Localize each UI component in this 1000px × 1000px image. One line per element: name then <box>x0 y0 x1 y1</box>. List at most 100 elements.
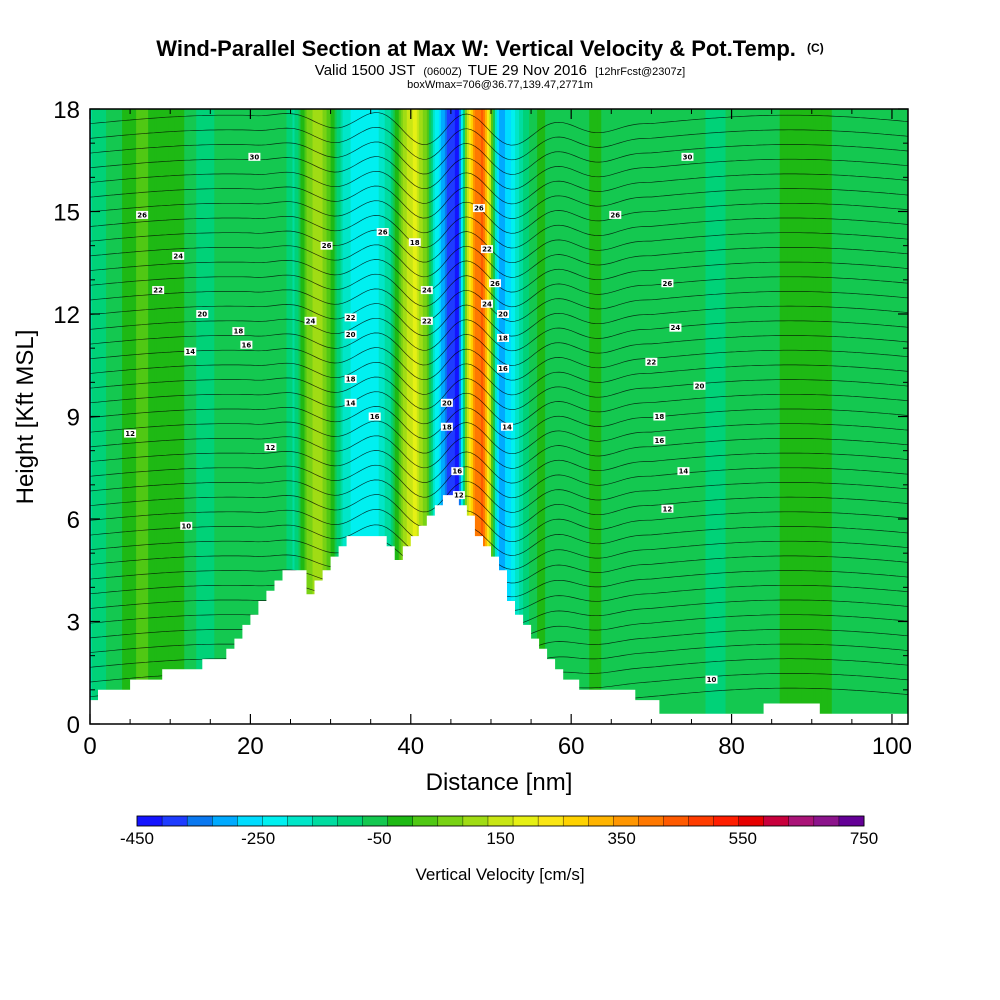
w-strip <box>723 109 727 724</box>
w-strip <box>444 109 448 724</box>
w-strip <box>789 109 793 724</box>
colorbar-tick-label: 750 <box>850 829 878 848</box>
w-strip <box>683 109 687 724</box>
w-strip <box>757 109 761 724</box>
contour-label-bg <box>408 238 421 247</box>
w-strip <box>324 109 328 724</box>
contour-label-bg <box>488 279 501 288</box>
w-strip <box>673 109 677 724</box>
contour-label: 16 <box>451 467 464 476</box>
contour-label-bg <box>368 412 381 421</box>
w-strip <box>104 109 107 724</box>
contour-label-bg <box>681 152 694 161</box>
contour-label: 26 <box>609 210 622 219</box>
w-strip <box>328 109 332 724</box>
w-strip <box>543 109 546 724</box>
colorbar-swatch <box>713 815 740 827</box>
w-strip <box>464 109 468 724</box>
contour-label-bg <box>451 467 464 476</box>
contour-label-bg <box>705 675 718 684</box>
x-axis-label: Distance [nm] <box>426 769 573 796</box>
w-strip <box>384 109 388 724</box>
w-strip <box>446 109 450 724</box>
contour-label-bg <box>653 412 666 421</box>
colorbar-swatch <box>212 815 238 827</box>
w-strip <box>188 109 191 724</box>
contour-label-bg <box>653 436 666 445</box>
w-strip <box>262 109 266 724</box>
contour-label-bg <box>124 429 137 438</box>
x-tick-label: 40 <box>397 733 424 760</box>
w-strip <box>126 109 129 724</box>
w-strip <box>208 109 211 724</box>
w-strip <box>863 109 867 724</box>
w-strip <box>204 109 207 724</box>
w-strip <box>312 109 316 724</box>
contour-label: 16 <box>240 340 253 349</box>
contour-label-bg <box>497 333 510 342</box>
colorbar-swatch <box>337 815 364 827</box>
w-strip <box>134 109 137 724</box>
theta-contour-line <box>90 112 908 146</box>
theta-contour-line <box>90 244 908 278</box>
w-strip <box>468 109 472 724</box>
theta-contour-line <box>90 141 908 175</box>
w-strip <box>322 109 326 724</box>
contour-label-bg <box>693 381 706 390</box>
w-strip <box>496 109 500 724</box>
x-tick-label: 0 <box>83 733 96 760</box>
w-strip <box>286 109 290 724</box>
colorbar-swatch <box>136 815 163 827</box>
w-strip <box>837 109 841 724</box>
contour-label-bg <box>420 286 433 295</box>
contour-label-text: 30 <box>683 153 693 161</box>
theta-contour-line <box>90 303 908 337</box>
w-strip <box>136 109 139 724</box>
contour-label-bg <box>136 210 149 219</box>
w-strip <box>348 109 352 724</box>
w-strip <box>472 109 476 724</box>
w-strip <box>166 109 169 724</box>
w-strip <box>172 109 175 724</box>
w-strip <box>304 109 308 724</box>
w-strip <box>685 109 689 724</box>
w-strip <box>432 109 436 724</box>
w-strip <box>633 109 636 724</box>
contour-label-bg <box>344 398 357 407</box>
w-strip <box>256 109 260 724</box>
w-strip <box>831 109 835 724</box>
w-strip <box>230 109 233 724</box>
w-strip <box>178 109 181 724</box>
contour-label: 20 <box>693 381 706 390</box>
w-strip <box>222 109 225 724</box>
contour-label-text: 26 <box>610 211 620 219</box>
w-strip <box>410 109 414 724</box>
contour-label: 22 <box>344 313 357 322</box>
w-strip <box>236 109 239 724</box>
contour-label-text: 16 <box>242 341 252 349</box>
contour-label: 22 <box>645 357 658 366</box>
contour-label: 24 <box>669 323 682 332</box>
w-strip <box>310 109 314 724</box>
w-strip <box>486 109 490 724</box>
w-strip <box>268 109 272 724</box>
colorbar-swatch <box>462 815 489 827</box>
w-strip <box>765 109 769 724</box>
contour-label: 26 <box>661 279 674 288</box>
w-strip <box>200 109 203 724</box>
colorbar-swatch <box>237 815 263 827</box>
w-strip <box>240 109 243 724</box>
theta-contour-line <box>90 273 908 308</box>
w-strip <box>501 109 504 724</box>
w-strip <box>797 109 801 724</box>
theta-contour-line <box>90 420 908 455</box>
w-strip <box>448 109 452 724</box>
w-strip <box>346 109 350 724</box>
contour-label: 18 <box>497 333 510 342</box>
w-strip <box>795 109 799 724</box>
w-strip <box>631 109 634 724</box>
theta-contour-line <box>90 185 908 219</box>
contour-label-text: 26 <box>322 242 332 250</box>
w-strip <box>234 109 237 724</box>
subtitle-fcst: [12hrFcst@2307z] <box>595 66 685 78</box>
